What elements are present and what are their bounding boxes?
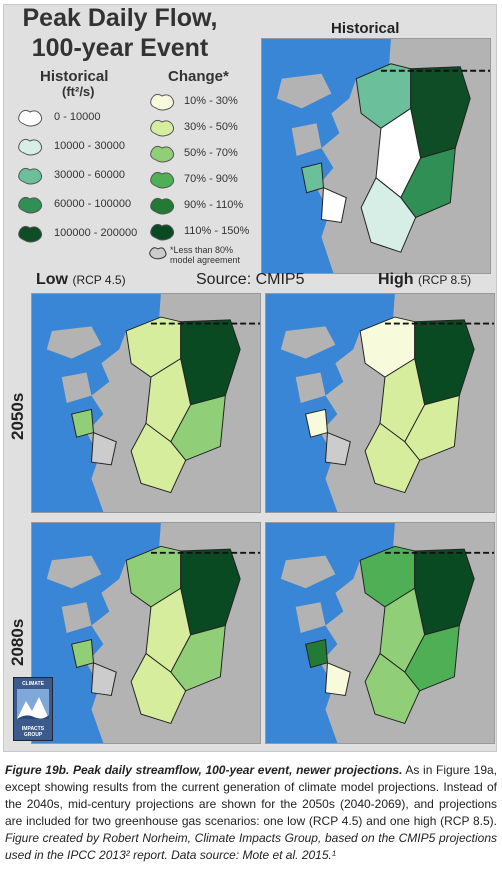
figure-title-line1: Peak Daily Flow, [22, 4, 218, 32]
legend-historical-swatch [16, 195, 44, 220]
figure-title-line2: 100-year Event [31, 34, 209, 62]
map-historical [261, 38, 491, 274]
legend-historical-swatch [16, 137, 44, 162]
caption-lead: Figure 19b. Peak daily streamflow, 100-y… [5, 763, 403, 777]
map-2050s-low [31, 293, 261, 513]
legend-change-swatch [148, 170, 176, 195]
legend-change-label: 110% - 150% [184, 225, 250, 237]
source-label: Source: CMIP5 [196, 271, 305, 288]
legend-historical-header: Historical [40, 68, 109, 85]
legend-change-swatch [148, 196, 176, 221]
legend-historical-units: (ft²/s) [62, 84, 95, 99]
legend-historical-label: 0 - 10000 [54, 111, 101, 123]
map-2080s-high [265, 522, 495, 744]
map-historical-label: Historical [331, 20, 400, 37]
legend-historical-swatch [16, 108, 44, 133]
legend-note-swatch [148, 246, 168, 260]
legend-historical-swatch [16, 224, 44, 249]
map-2080s-low [31, 522, 261, 744]
map-graphic [32, 523, 260, 743]
legend-change-swatch [148, 222, 176, 247]
legend-change-label: 70% - 90% [184, 173, 238, 185]
row-label-2080s: 2080s [8, 618, 27, 666]
legend-change-label: 90% - 110% [184, 199, 244, 211]
map-graphic [266, 523, 494, 743]
column-label-low: Low (RCP 4.5) [36, 271, 126, 288]
legend-note: *Less than 80% model agreement [170, 245, 241, 265]
climate-impacts-group-logo: CLIMATE IMPACTS GROUP [13, 677, 53, 741]
row-label-2050s: 2050s [8, 392, 27, 440]
column-label-high: High (RCP 8.5) [378, 271, 472, 288]
legend-change-swatch [148, 118, 176, 143]
map-graphic [262, 39, 490, 273]
caption-credit: Figure created by Robert Norheim, Climat… [5, 831, 497, 862]
legend-historical-label: 100000 - 200000 [54, 227, 138, 239]
caption-body: As in Figure 19a, except showing results… [5, 763, 497, 828]
legend-change-label: 50% - 70% [184, 147, 238, 159]
legend-change-swatch [148, 144, 176, 169]
legend-historical-swatch [16, 166, 44, 191]
legend-historical-label: 10000 - 30000 [54, 140, 125, 152]
logo-emblem-icon [17, 689, 49, 719]
map-graphic [32, 294, 260, 512]
figure-caption: Figure 19b. Peak daily streamflow, 100-y… [5, 762, 497, 864]
legend-historical-label: 30000 - 60000 [54, 169, 125, 181]
legend-change-swatch [148, 92, 176, 117]
legend-change-header: Change* [168, 68, 229, 85]
legend-historical-label: 60000 - 100000 [54, 198, 132, 210]
map-2050s-high [265, 293, 495, 513]
map-graphic [266, 294, 494, 512]
legend-change-label: 30% - 50% [184, 121, 238, 133]
legend-change-label: 10% - 30% [184, 95, 238, 107]
